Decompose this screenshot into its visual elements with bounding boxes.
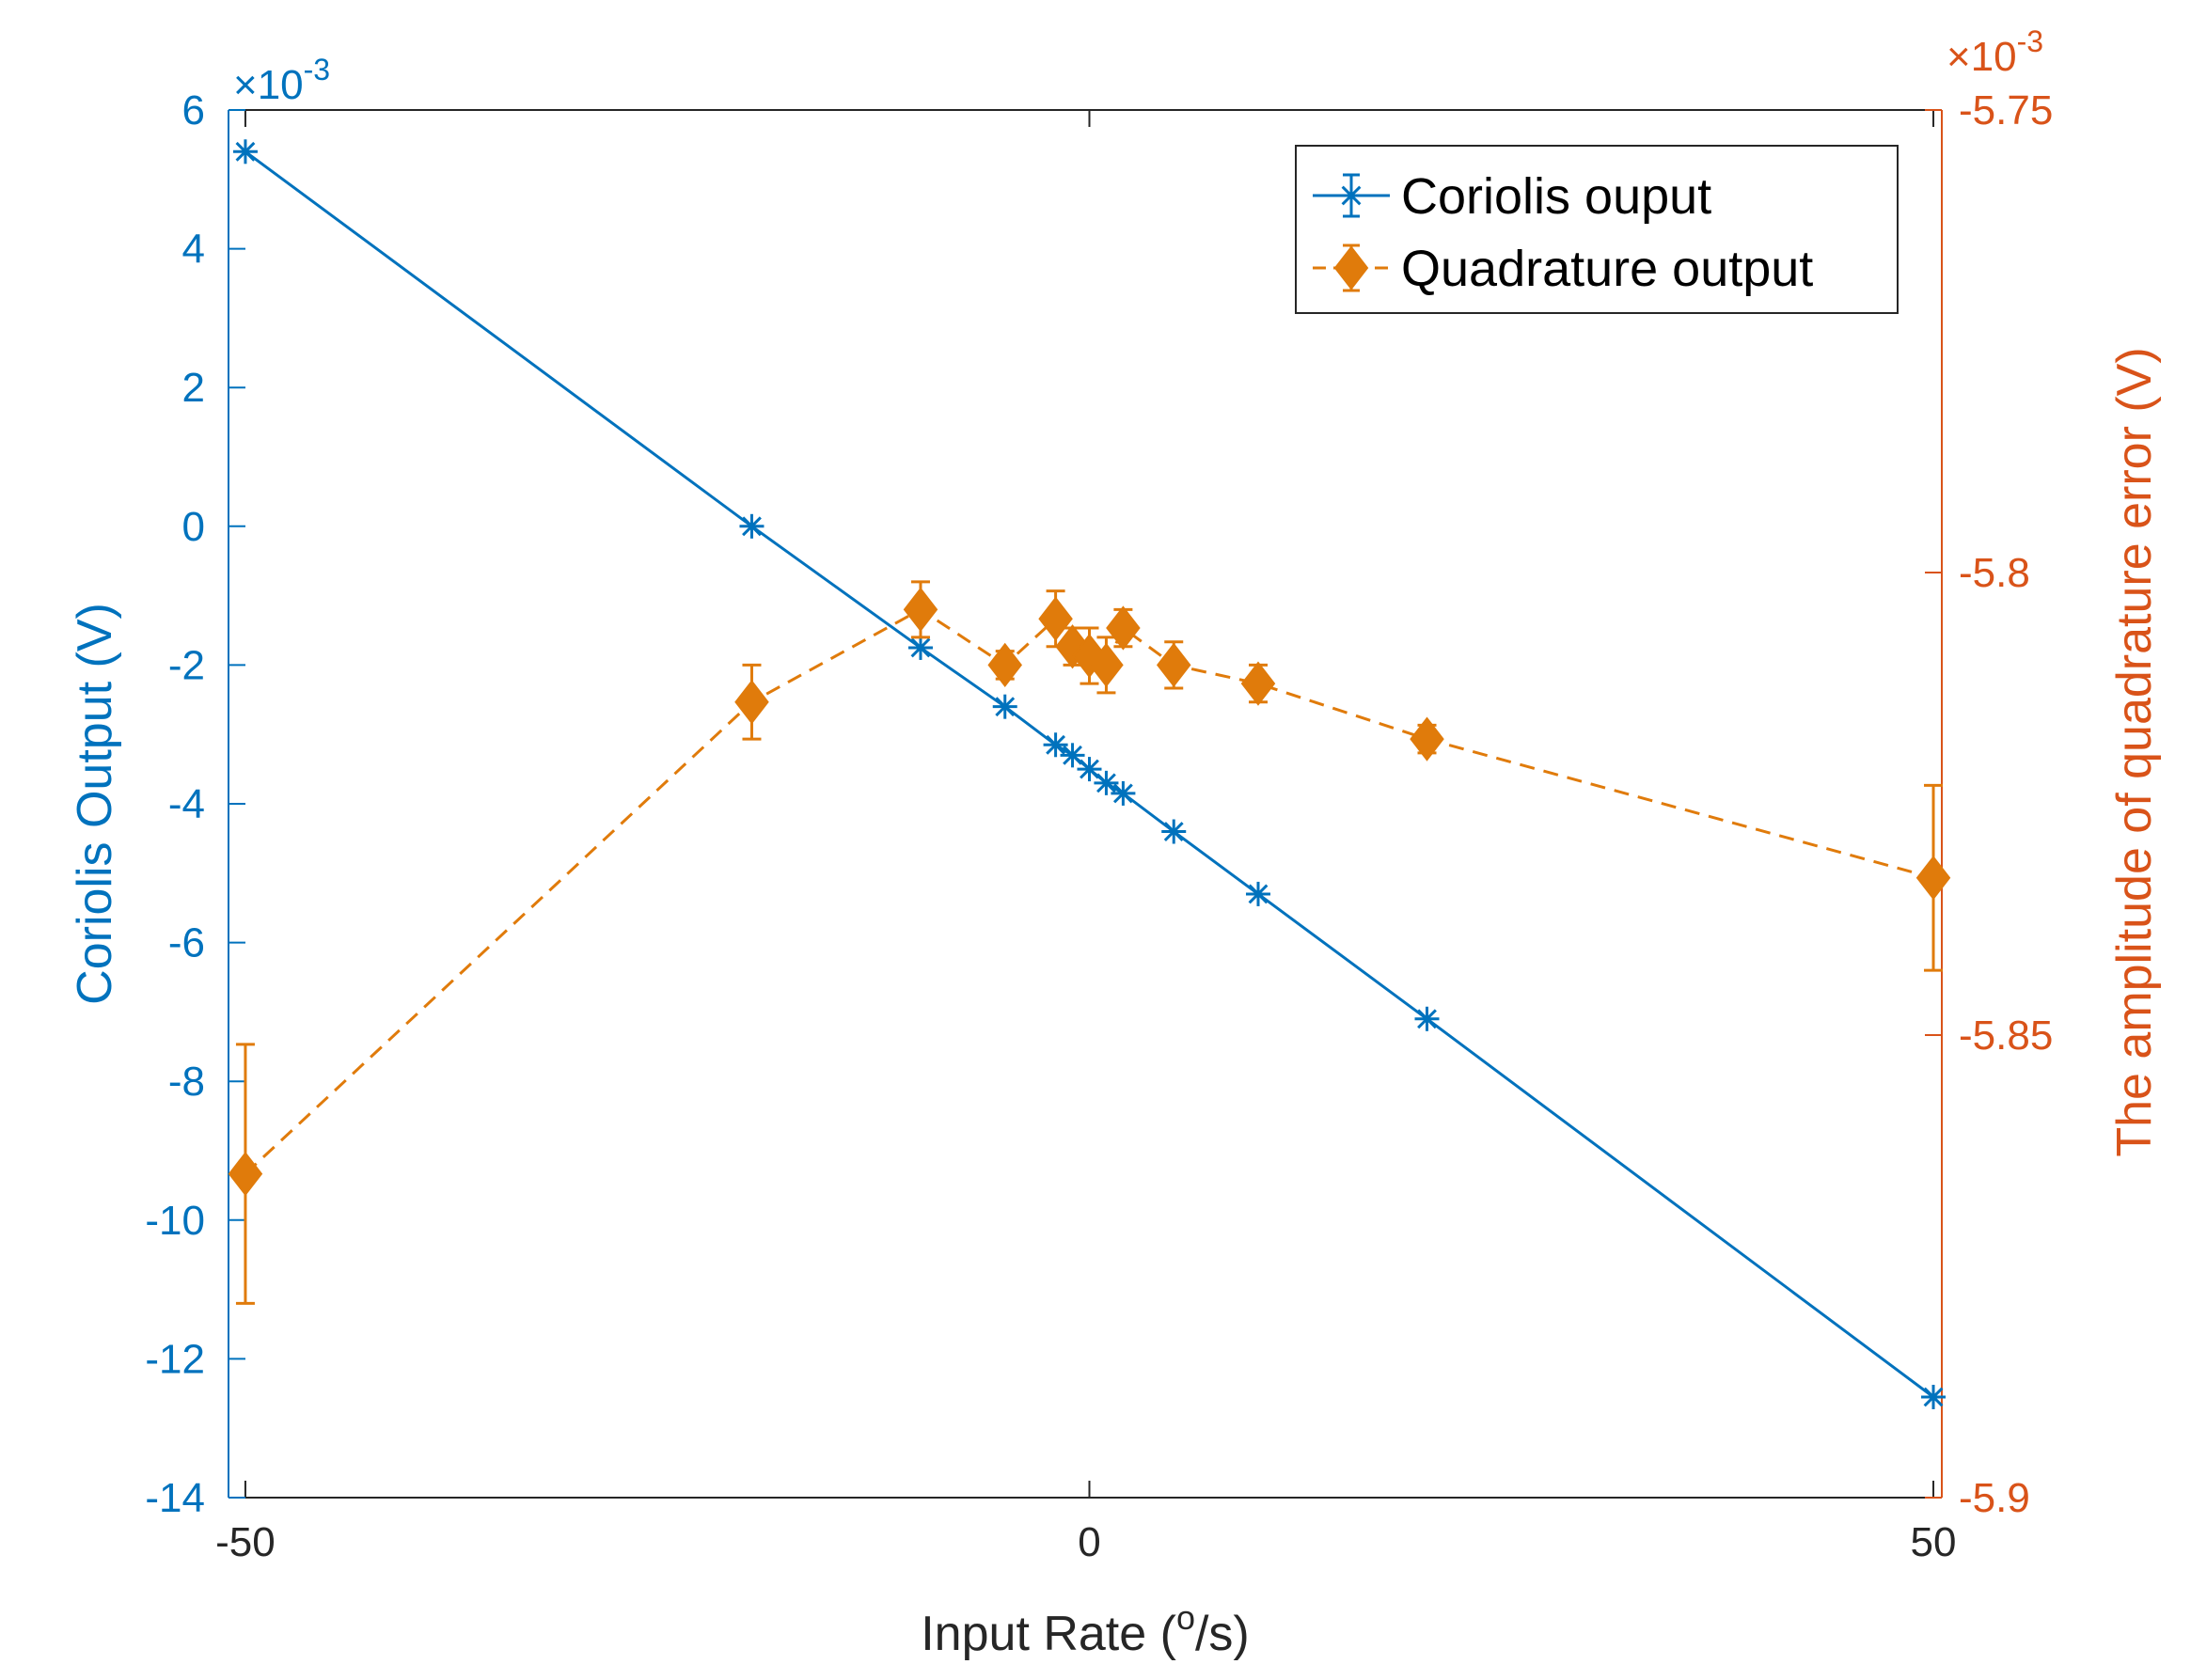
y-left-tick-label: -10 <box>145 1198 205 1244</box>
series-coriolis-point <box>992 694 1017 719</box>
series-quadrature-line <box>244 607 1934 1175</box>
series-coriolis-point <box>1111 780 1136 806</box>
y-left-tick-label: -12 <box>145 1336 205 1382</box>
series-coriolis-point <box>1043 732 1068 758</box>
y-left-tick-label: -6 <box>168 920 205 966</box>
y-axis-left-label: Coriolis Output (V) <box>68 603 122 1005</box>
y-left-tick-label: -8 <box>168 1059 205 1105</box>
series-coriolis-point <box>1161 819 1187 844</box>
series-coriolis-point <box>1921 1384 1947 1409</box>
series-coriolis-point <box>232 139 258 165</box>
y-right-tick-label: -5.75 <box>1959 87 2053 133</box>
legend-label-coriolis: Coriolis ouput <box>1401 168 1711 225</box>
series-quadrature-point <box>734 680 769 725</box>
y-left-tick-label: -2 <box>168 642 205 688</box>
y-left-tick-label: 2 <box>182 365 205 411</box>
series-quadrature <box>228 580 1951 1305</box>
x-axis-label-tail: /s) <box>1195 1607 1250 1661</box>
y-left-tick-label: 0 <box>182 504 205 550</box>
series-quadrature-point <box>1240 661 1276 706</box>
legend-label-quadrature: Quadrature output <box>1401 241 1813 297</box>
legend-entry-quadrature: Quadrature output <box>1313 241 1813 297</box>
x-axis-label: Input Rate (o/s) <box>921 1598 1250 1661</box>
y-right-multiplier-exp: -3 <box>2017 24 2043 58</box>
series-coriolis-point <box>1060 743 1085 768</box>
series-quadrature-point <box>903 587 938 632</box>
series-quadrature-point <box>1089 642 1124 688</box>
series-quadrature-point <box>1106 605 1141 651</box>
series-quadrature-point <box>1410 716 1444 761</box>
y-right-tick-label: -5.8 <box>1959 550 2030 596</box>
series-coriolis-point <box>1077 757 1102 782</box>
series-coriolis-point <box>1245 881 1270 906</box>
y-left-tick-label: 6 <box>182 87 205 133</box>
series-coriolis-point <box>907 635 933 660</box>
y-left-tick-label: 4 <box>182 227 205 273</box>
series-quadrature-point <box>1915 856 1951 901</box>
series-coriolis-point <box>1414 1006 1440 1031</box>
y-right-tick-label: -5.9 <box>1959 1475 2030 1521</box>
x-axis-label-sup: o <box>1176 1598 1195 1637</box>
series-quadrature-point <box>228 1151 263 1197</box>
legend-entry-coriolis: Coriolis ouput <box>1313 168 1711 225</box>
axes: -50 0 50 6 4 2 0 -2 -4 -6 -8 -10 -12 -14 -5.75 -5.8 -5.8… <box>145 24 2053 1565</box>
y-left-multiplier: ×10-3 <box>233 53 330 108</box>
y-left-tick-label: -4 <box>168 781 205 827</box>
legend-box <box>1295 145 1899 314</box>
series-coriolis-point <box>739 513 764 539</box>
legend: Coriolis ouput Quadrature output <box>1295 145 1899 314</box>
series-quadrature-point <box>987 642 1022 688</box>
y-left-multiplier-exp: -3 <box>304 53 330 86</box>
x-tick-label: 0 <box>1078 1519 1100 1565</box>
x-tick-label: 50 <box>1911 1519 1957 1565</box>
series-quadrature-point <box>1156 642 1191 688</box>
y-right-multiplier: ×10-3 <box>1947 24 2043 80</box>
series-coriolis <box>232 139 1947 1409</box>
y-axis-right-label: The amplitude of quadrature error (V) <box>2107 347 2162 1156</box>
legend-quadrature-marker <box>1333 245 1369 290</box>
series-layer <box>228 139 1951 1409</box>
y-right-tick-label: -5.85 <box>1959 1013 2053 1059</box>
series-coriolis-point <box>1094 770 1119 795</box>
y-left-tick-label: -14 <box>145 1475 205 1521</box>
legend-coriolis-marker <box>1339 183 1363 208</box>
x-tick-label: -50 <box>215 1519 276 1565</box>
